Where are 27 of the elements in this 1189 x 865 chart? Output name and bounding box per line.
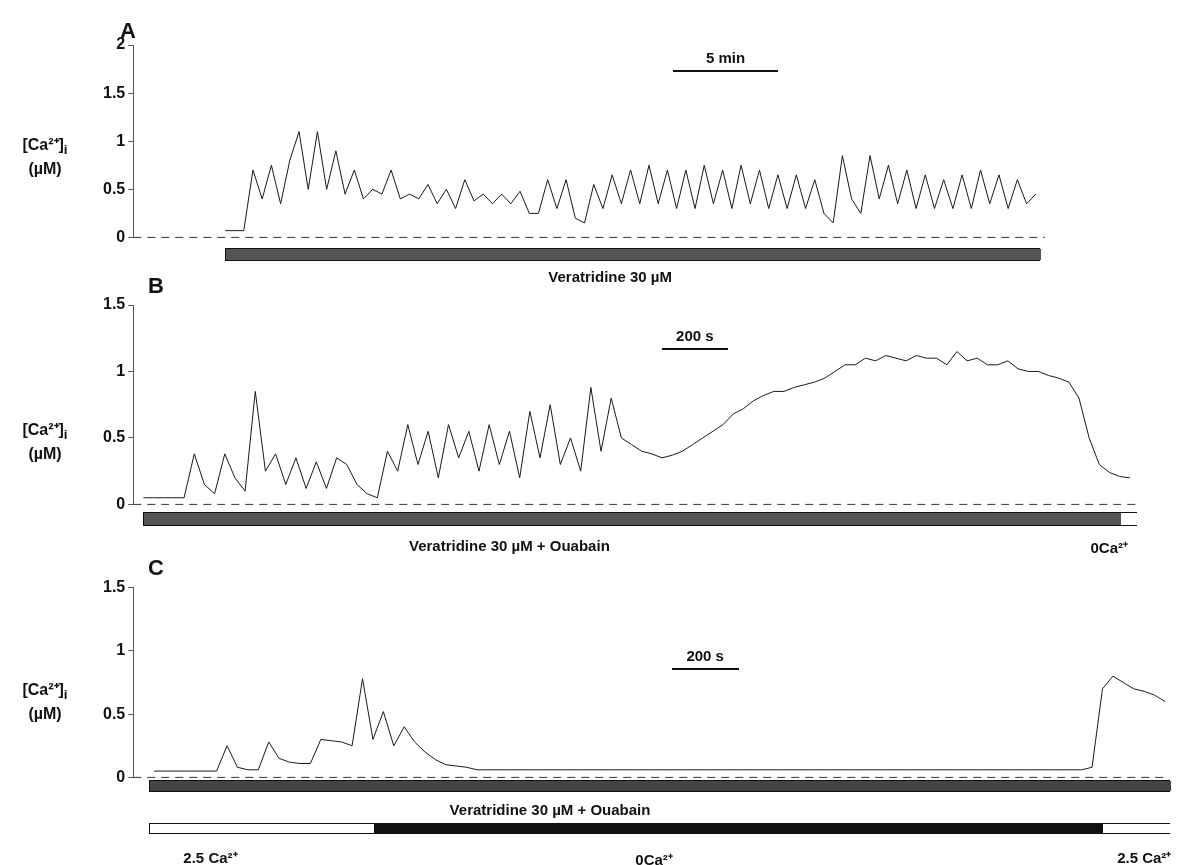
annotation: 200 s [676, 327, 714, 344]
y-tick-label: 1 [116, 641, 126, 659]
y-tick-label: 0 [116, 227, 126, 245]
annotation: 200 s [686, 647, 724, 664]
y-tick-label: 1.5 [102, 578, 126, 596]
text: 0Ca²⁺ [635, 850, 673, 865]
y-axis-title: [Ca²⁺]$_{i}$ (µM) [21, 420, 69, 464]
y-tick-label: 0.5 [102, 704, 126, 722]
text: 2.5 Ca²⁺ [183, 848, 238, 865]
chart-title: B [148, 273, 164, 299]
y-axis-title: [Ca²⁺]$_{i}$ (µM) [21, 680, 69, 724]
y-tick-label: 1 [116, 361, 126, 379]
y-tick-label: 0 [116, 494, 126, 512]
y-tick-label: 0.5 [102, 428, 126, 446]
text: 0Ca²⁺ [1090, 538, 1128, 557]
y-tick-label: 1.5 [102, 83, 126, 101]
y-tick-label: 0 [116, 767, 126, 785]
y-tick-label: 1 [116, 131, 126, 149]
text: 2.5 Ca²⁺ [1117, 848, 1172, 865]
text: Veratridine 30 µM [548, 268, 672, 285]
text: Veratridine 30 µM + Ouabain [449, 801, 651, 818]
annotation: 5 min [705, 49, 746, 66]
y-tick-label: 0.5 [102, 179, 126, 197]
chart-title: C [148, 555, 164, 581]
text: Veratridine 30 µM + Ouabain [409, 537, 610, 554]
y-tick-label: 1.5 [102, 295, 126, 313]
y-axis-title: [Ca²⁺]$_{i}$ (µM) [21, 135, 69, 179]
